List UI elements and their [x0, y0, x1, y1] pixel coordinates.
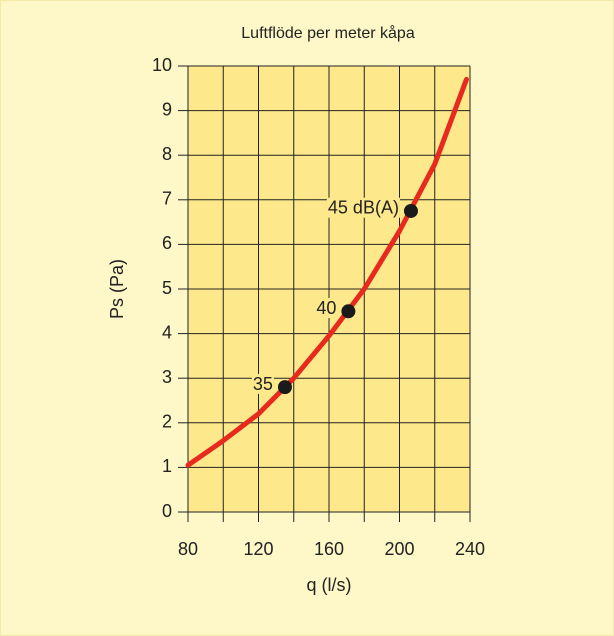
y-tick-label: 3 — [162, 367, 172, 387]
data-point — [341, 304, 356, 319]
y-tick-label: 0 — [162, 501, 172, 521]
y-tick-label: 6 — [162, 233, 172, 253]
point-label: 40 — [316, 298, 336, 318]
y-tick-label: 10 — [152, 55, 172, 75]
y-tick-label: 9 — [162, 99, 172, 119]
point-label: 45 dB(A) — [328, 198, 399, 218]
curve — [185, 76, 469, 468]
label-background — [251, 373, 274, 394]
x-tick-label: 240 — [455, 539, 485, 559]
point-label: 35 — [253, 374, 273, 394]
data-point — [277, 380, 292, 395]
x-tick-label: 120 — [243, 539, 273, 559]
y-axis-label: Ps (Pa) — [107, 259, 127, 319]
label-background — [315, 298, 338, 319]
data-point — [403, 203, 418, 218]
label-background — [326, 197, 400, 218]
x-axis-label: q (l/s) — [307, 575, 352, 595]
y-tick-label: 4 — [162, 322, 172, 342]
y-tick-label: 5 — [162, 278, 172, 298]
y-tick-label: 2 — [162, 412, 172, 432]
x-tick-label: 160 — [314, 539, 344, 559]
chart-title: Luftflöde per meter kåpa — [241, 24, 415, 42]
y-tick-label: 1 — [162, 456, 172, 476]
y-tick-label: 8 — [162, 144, 172, 164]
x-tick-label: 80 — [178, 539, 198, 559]
x-tick-label: 200 — [384, 539, 414, 559]
y-tick-label: 7 — [162, 189, 172, 209]
